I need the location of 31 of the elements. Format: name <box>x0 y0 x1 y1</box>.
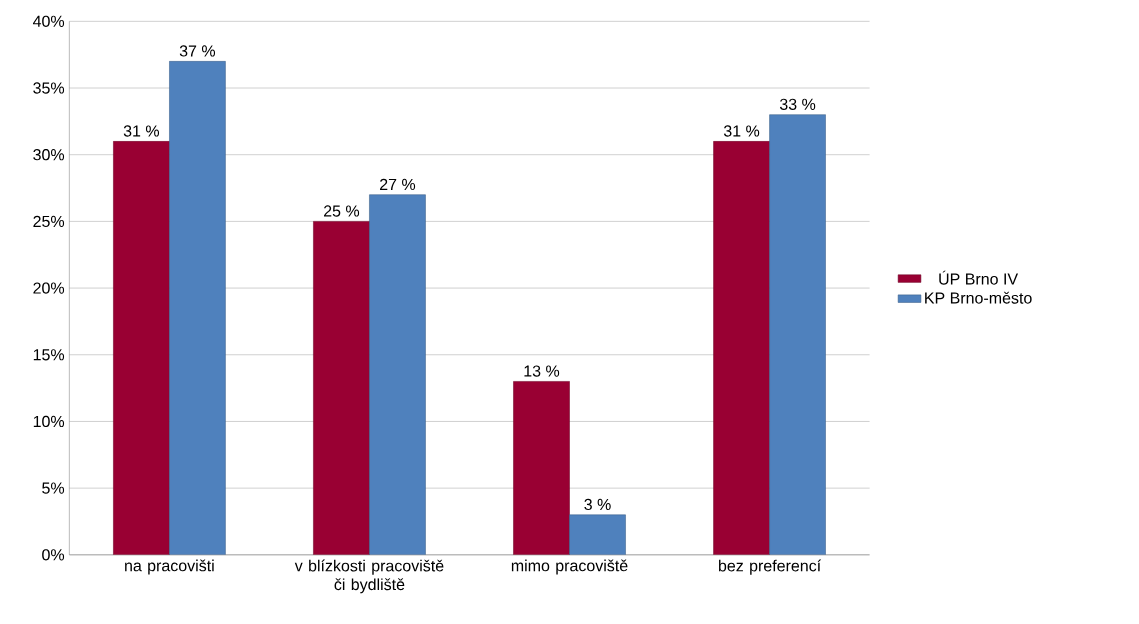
data-label: 13 % <box>524 365 560 377</box>
y-tick-label: 30% <box>33 148 65 161</box>
y-tick-label: 40% <box>32 15 65 27</box>
y-tick-label: 15% <box>33 349 65 361</box>
x-tick-label: v blízkosti pracoviště či bydliště <box>294 559 444 594</box>
data-label: 37 % <box>179 45 216 57</box>
data-label: 31 % <box>723 125 760 137</box>
legend-label: KP Brno-město <box>925 291 1032 304</box>
data-label: 25 % <box>324 205 360 217</box>
data-label: 27 % <box>380 178 416 190</box>
legend-label: ÚP Brno IV <box>939 270 1019 285</box>
bar <box>113 141 170 555</box>
y-tick-label: 5% <box>42 482 65 494</box>
y-tick-label: 20% <box>33 282 65 294</box>
data-label: 33 % <box>779 98 816 110</box>
bar <box>569 514 626 555</box>
data-label: 3 % <box>584 498 611 511</box>
x-tick-label: na pracovišti <box>125 559 214 575</box>
bar <box>169 60 226 555</box>
y-tick-label: 0% <box>42 549 65 561</box>
bar <box>513 381 570 555</box>
x-tick-label: bez preferencí <box>718 559 822 575</box>
bar <box>313 221 370 555</box>
y-tick-label: 35% <box>33 82 65 94</box>
y-tick-label: 10% <box>33 415 65 428</box>
bar <box>713 141 770 555</box>
data-label: 31 % <box>123 125 160 137</box>
bar <box>769 114 826 555</box>
y-tick-label: 25% <box>33 215 65 227</box>
x-tick-label: mimo pracoviště <box>511 559 628 575</box>
bar <box>369 194 426 555</box>
